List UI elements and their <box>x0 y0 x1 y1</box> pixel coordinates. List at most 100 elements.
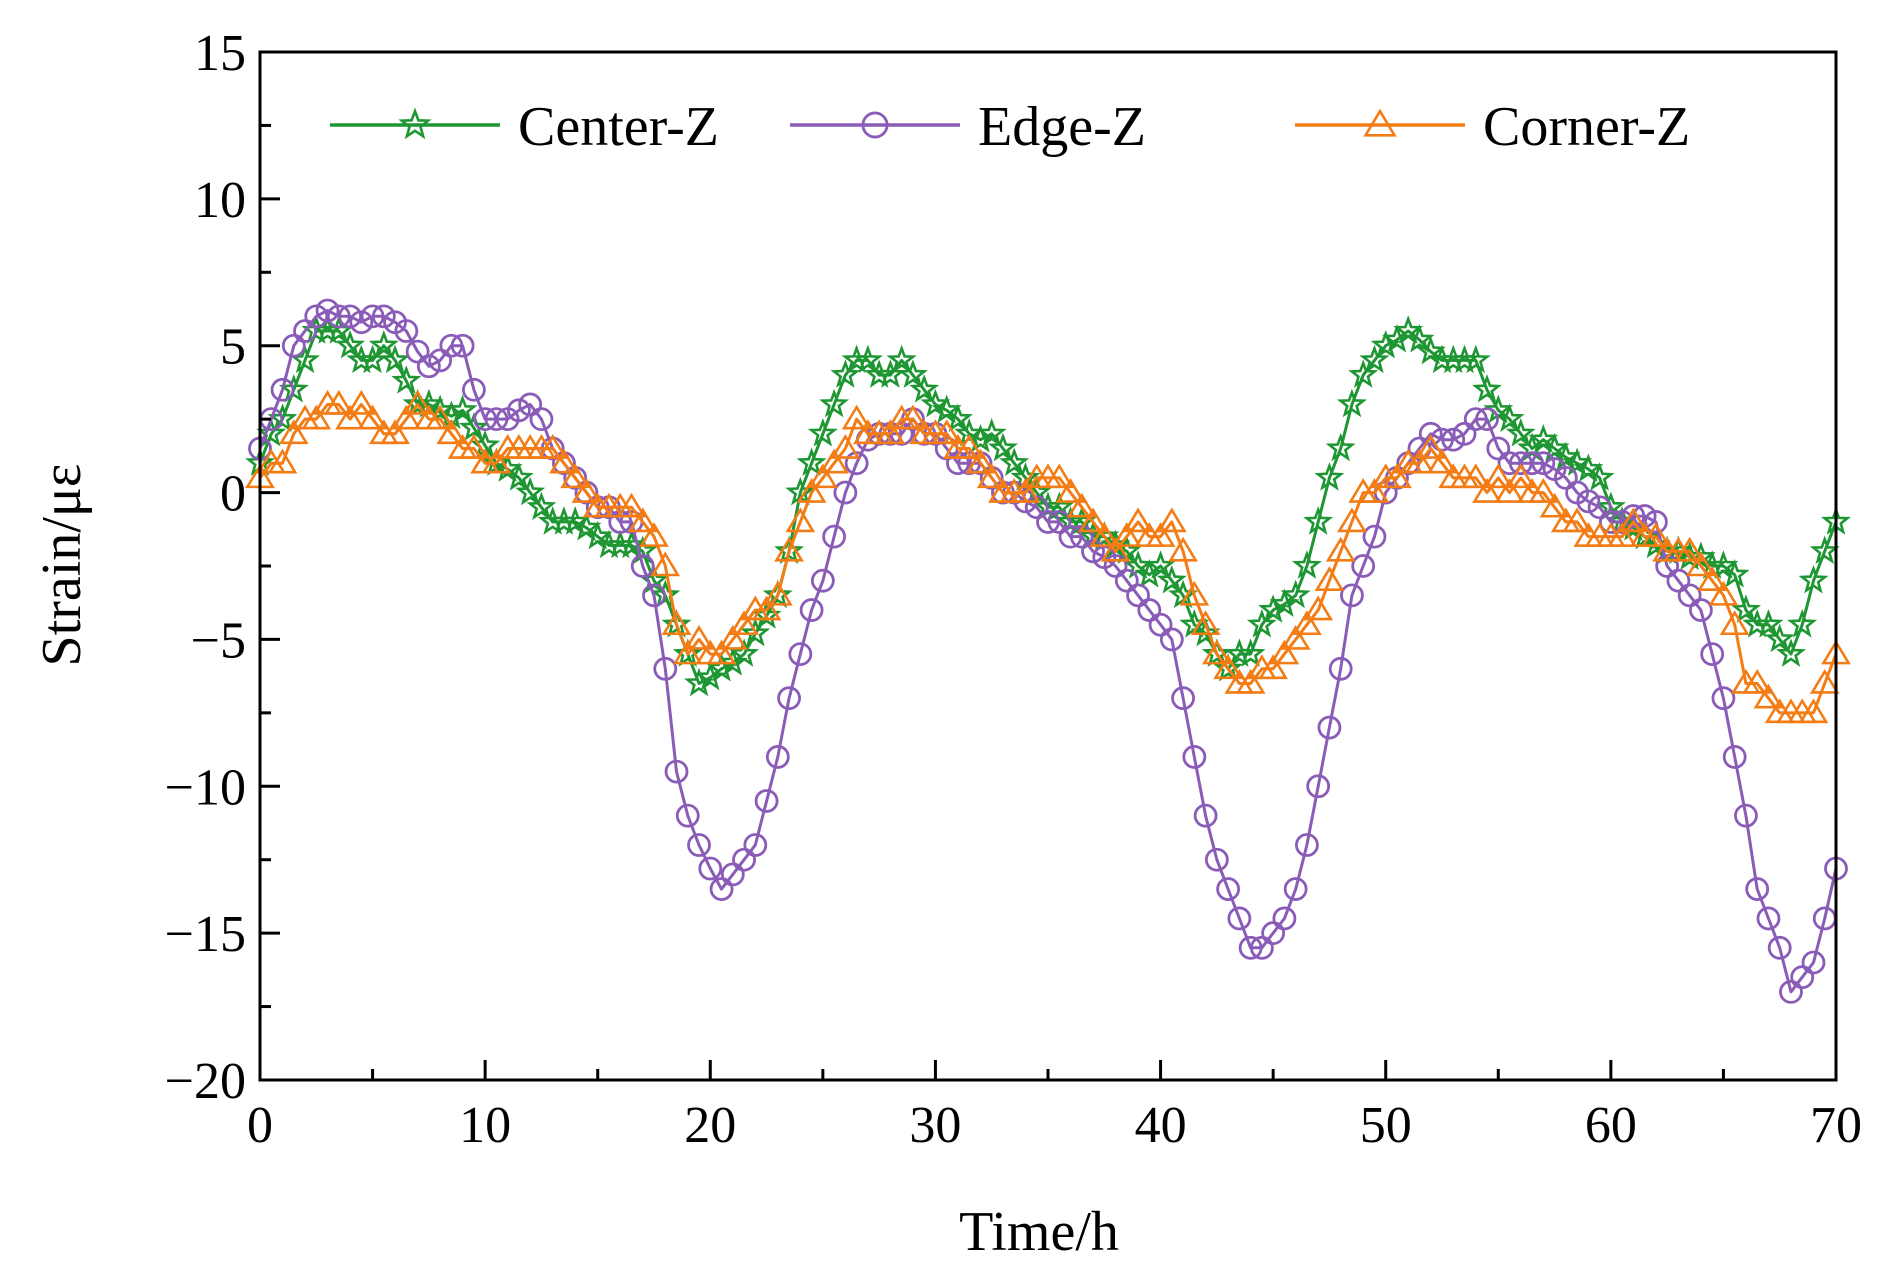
data-point-edge-z <box>1722 745 1747 769</box>
data-point-edge-z <box>371 304 396 329</box>
data-point-corner-z <box>571 478 602 503</box>
data-point-corner-z <box>898 404 928 430</box>
series-corner-z <box>245 389 1851 724</box>
data-point-edge-z <box>1689 598 1713 622</box>
data-point-corner-z <box>1753 683 1784 709</box>
y-tick-label: −10 <box>165 759 246 816</box>
data-point-corner-z <box>1089 522 1120 547</box>
data-point-center-z <box>1134 559 1165 588</box>
data-point-corner-z <box>1427 448 1457 474</box>
data-point-edge-z <box>1475 407 1499 432</box>
data-point-edge-z <box>698 856 723 881</box>
data-point-corner-z <box>1269 639 1300 665</box>
data-point-center-z <box>1809 535 1840 565</box>
data-point-edge-z <box>788 642 813 667</box>
data-point-corner-z <box>976 463 1007 489</box>
data-point-corner-z <box>1066 492 1097 518</box>
data-point-edge-z <box>428 348 453 373</box>
legend-label: Center-Z <box>518 96 719 158</box>
data-point-center-z <box>1370 329 1401 359</box>
data-point-corner-z <box>402 389 433 415</box>
data-point-center-z <box>380 344 411 374</box>
data-point-center-z <box>503 462 534 491</box>
data-point-corner-z <box>807 463 838 489</box>
data-point-edge-z <box>349 310 374 335</box>
data-point-center-z <box>1190 617 1221 647</box>
data-point-corner-z <box>1415 433 1446 459</box>
data-point-center-z <box>695 661 726 691</box>
data-point-corner-z <box>1168 536 1198 562</box>
data-point-center-z <box>661 608 692 638</box>
data-point-center-z <box>1719 559 1750 588</box>
data-point-edge-z <box>799 598 824 622</box>
data-point-edge-z <box>1362 524 1387 549</box>
data-point-edge-z <box>1216 877 1241 901</box>
data-point-center-z <box>1291 550 1322 579</box>
data-point-center-z <box>920 388 951 418</box>
data-point-corner-z <box>1640 522 1671 547</box>
legend: Center-Z Edge-Z Corner-Z <box>330 96 1690 158</box>
data-point-edge-z <box>1159 627 1184 652</box>
y-tick-label: 10 <box>194 172 246 229</box>
data-point-center-z <box>1213 653 1244 682</box>
data-point-edge-z <box>765 745 790 769</box>
data-point-corner-z <box>1483 463 1514 489</box>
y-tick-label: 5 <box>220 319 246 376</box>
data-point-center-z <box>1145 550 1176 579</box>
data-point-corner-z <box>1494 478 1525 503</box>
data-point-center-z <box>1359 344 1390 374</box>
data-point-corner-z <box>1078 507 1108 533</box>
data-point-center-z <box>1494 403 1525 432</box>
data-point-edge-z <box>1734 803 1758 828</box>
data-point-center-z <box>1303 506 1334 535</box>
data-point-corner-z <box>1190 610 1221 636</box>
data-point-corner-z <box>830 433 861 459</box>
data-point-edge-z <box>1767 935 1792 960</box>
data-point-edge-z <box>394 319 419 343</box>
data-point-edge-z <box>642 583 666 608</box>
legend-marker-edge-z <box>861 111 889 139</box>
data-point-corner-z <box>1359 478 1390 503</box>
data-point-edge-z <box>810 568 835 593</box>
data-point-center-z <box>807 418 838 447</box>
data-point-edge-z <box>1351 554 1376 578</box>
data-point-edge-z <box>1497 451 1522 476</box>
data-point-edge-z <box>1576 489 1601 514</box>
data-point-corner-z <box>841 404 872 430</box>
data-point-corner-z <box>1201 639 1232 665</box>
data-point-corner-z <box>1798 698 1829 724</box>
data-point-center-z <box>458 412 489 441</box>
data-point-edge-z <box>1779 979 1803 1004</box>
data-point-edge-z <box>304 304 329 329</box>
data-point-edge-z <box>1745 877 1770 901</box>
data-point-edge-z <box>518 392 543 417</box>
data-point-corner-z <box>1539 492 1570 518</box>
data-point-edge-z <box>484 407 509 432</box>
x-tick-label: 70 <box>1810 1097 1862 1154</box>
data-point-center-z <box>1258 594 1289 623</box>
data-point-corner-z <box>1303 595 1334 621</box>
data-point-corner-z <box>1010 478 1041 503</box>
data-point-center-z <box>684 667 714 697</box>
data-point-edge-z <box>1238 935 1263 960</box>
data-point-corner-z <box>335 404 365 430</box>
data-point-edge-z <box>270 377 295 402</box>
data-point-center-z <box>1404 324 1435 353</box>
data-point-edge-z <box>743 833 768 857</box>
data-point-corner-z <box>1314 566 1345 591</box>
data-point-center-z <box>1314 462 1345 491</box>
x-tick-label: 50 <box>1360 1097 1412 1154</box>
data-point-corner-z <box>1292 610 1322 636</box>
legend-item-edge-z: Edge-Z <box>790 96 1146 158</box>
data-point-center-z <box>1235 638 1266 667</box>
data-point-edge-z <box>1126 583 1150 608</box>
data-point-corner-z <box>819 448 850 474</box>
data-point-edge-z <box>833 480 858 505</box>
data-point-corner-z <box>560 463 591 489</box>
data-point-corner-z <box>639 522 669 547</box>
data-point-corner-z <box>1809 668 1840 694</box>
data-point-center-z <box>976 418 1007 447</box>
data-point-corner-z <box>1697 566 1728 591</box>
